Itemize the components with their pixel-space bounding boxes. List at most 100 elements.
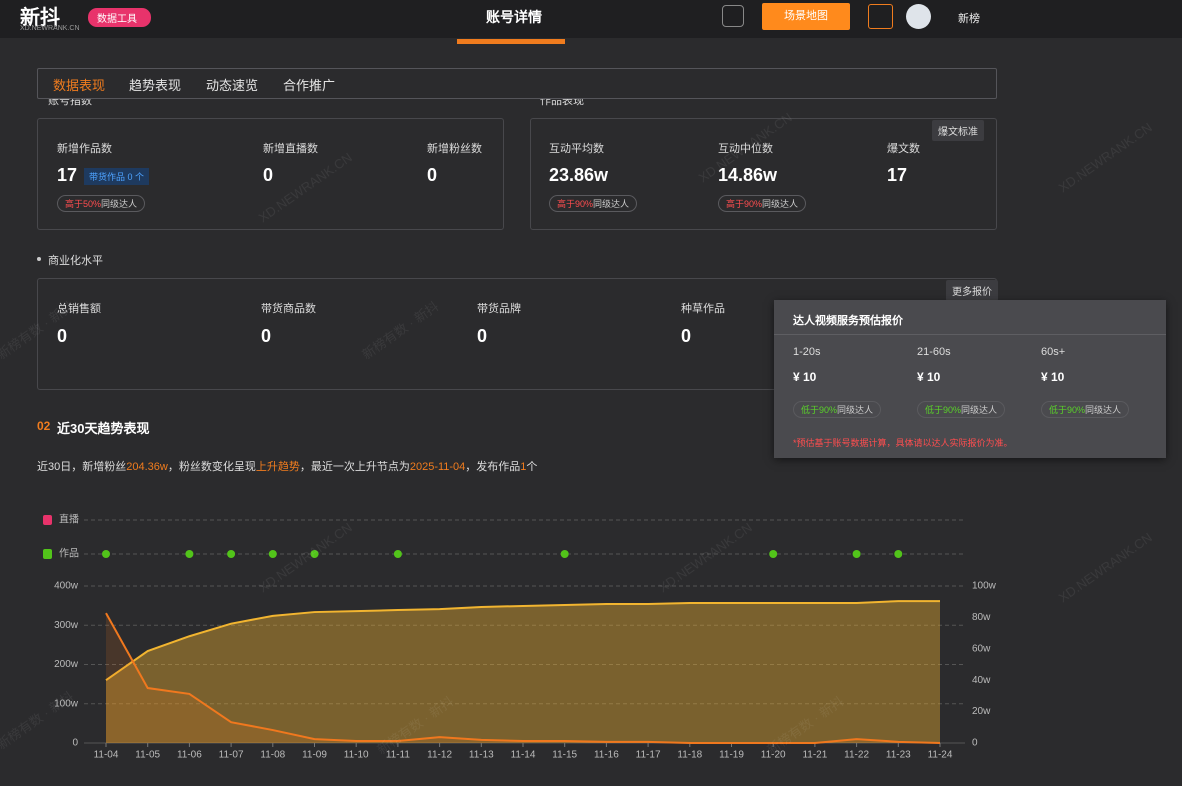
compare-pill: 高于50%同级达人 (57, 195, 145, 212)
tab[interactable]: 数据表现 (53, 75, 105, 94)
x-tick-label: 11-23 (886, 750, 911, 761)
tab[interactable]: 动态速览 (206, 75, 258, 94)
popup-title: 达人视频服务预估报价 (793, 312, 903, 328)
tool-badge[interactable]: 数据工具 (88, 8, 151, 27)
x-tick-label: 11-13 (469, 750, 494, 761)
compare-text: 同级达人 (837, 405, 873, 415)
y-tick-label: 0 (72, 738, 78, 749)
compare-text: 同级达人 (593, 199, 629, 209)
price-value: ¥ 10 (1041, 370, 1064, 384)
title-underline (457, 39, 565, 44)
event-dot (102, 550, 110, 558)
summary-text: 个 (526, 461, 537, 473)
x-tick-label: 11-06 (177, 750, 202, 761)
y2-tick-label: 100w (972, 581, 997, 592)
compare-highlight: 低于90% (1049, 405, 1085, 415)
stat-label: 带货品牌 (477, 300, 521, 316)
price-label: 60s+ (1041, 346, 1065, 358)
compare-text: 同级达人 (101, 199, 137, 209)
tab[interactable]: 合作推广 (283, 75, 335, 94)
card-tag[interactable]: 爆文标准 (932, 120, 984, 141)
x-tick-label: 11-08 (260, 750, 285, 761)
stat-label: 新增直播数 (263, 140, 318, 156)
trend-chart: 0100w200w300w400w020w40w60w80w100w11-041… (0, 500, 1182, 786)
summary-highlight: 204.36w (126, 461, 168, 473)
stat-label: 带货商品数 (261, 300, 316, 316)
compare-highlight: 低于90% (925, 405, 961, 415)
x-tick-label: 11-17 (636, 750, 661, 761)
x-tick-label: 11-04 (94, 750, 119, 761)
bullet (37, 257, 41, 261)
event-dot (769, 550, 777, 558)
x-tick-label: 11-10 (344, 750, 369, 761)
y-tick-label: 400w (54, 581, 79, 592)
price-label: 21-60s (917, 346, 951, 358)
compare-text: 同级达人 (762, 199, 798, 209)
watermark: XD.NEWRANK.CN (1056, 120, 1155, 196)
popup-divider (774, 334, 1166, 335)
stat-value: 23.86w (549, 165, 608, 186)
event-dot (185, 550, 193, 558)
price-value: ¥ 10 (793, 370, 816, 384)
y2-tick-label: 40w (972, 675, 991, 686)
compare-highlight: 高于90% (557, 199, 593, 209)
stat-label: 爆文数 (887, 140, 920, 156)
price-label: 1-20s (793, 346, 821, 358)
summary-text: 近30日，新增粉丝 (37, 461, 126, 473)
search-button[interactable] (722, 5, 744, 27)
scene-button[interactable]: 场景地图 (762, 3, 850, 30)
x-tick-label: 11-14 (511, 750, 536, 761)
x-tick-label: 11-16 (594, 750, 619, 761)
x-tick-label: 11-15 (552, 750, 577, 761)
section-number: 02 (37, 419, 50, 433)
compare-pill: 低于90%同级达人 (793, 401, 881, 418)
compare-text: 同级达人 (961, 405, 997, 415)
header-bar (0, 0, 1182, 38)
stat-label: 互动平均数 (549, 140, 604, 156)
y2-tick-label: 0 (972, 738, 978, 749)
x-tick-label: 11-24 (928, 750, 953, 761)
event-dot (394, 550, 402, 558)
y2-tick-label: 80w (972, 612, 991, 623)
x-tick-label: 11-18 (677, 750, 702, 761)
compare-highlight: 高于90% (726, 199, 762, 209)
x-tick-label: 11-05 (135, 750, 160, 761)
trend-summary: 近30日，新增粉丝204.36w，粉丝数变化呈现上升趋势，最近一次上升节点为20… (37, 458, 537, 474)
y-tick-label: 200w (54, 659, 79, 670)
stat-value: 0 (57, 326, 67, 347)
event-dot (853, 550, 861, 558)
logo-sub: XD.NEWRANK.CN (20, 25, 80, 32)
summary-text: ，发布作品 (465, 461, 520, 473)
event-dot (894, 550, 902, 558)
tab[interactable]: 趋势表现 (129, 75, 181, 94)
x-tick-label: 11-07 (219, 750, 244, 761)
section-title: 商业化水平 (48, 252, 103, 268)
stat-value: 0 (681, 326, 691, 347)
y-tick-label: 300w (54, 620, 79, 631)
event-icon (43, 549, 52, 559)
stat-value: 0 (477, 326, 487, 347)
popup-note: *预估基于账号数据计算，具体请以达人实际报价为准。 (793, 436, 1013, 449)
stat-value: 17 (57, 165, 77, 186)
price-value: ¥ 10 (917, 370, 940, 384)
user-name[interactable]: 新榜 (958, 10, 980, 26)
event-label: 直播 (59, 513, 79, 526)
summary-text: ，最近一次上升节点为 (300, 461, 410, 473)
card-tag[interactable]: 更多报价 (946, 280, 998, 301)
x-tick-label: 11-22 (844, 750, 869, 761)
stat-value: 0 (263, 165, 273, 186)
support-button[interactable] (868, 4, 893, 29)
y2-tick-label: 60w (972, 643, 991, 654)
avatar[interactable] (906, 4, 931, 29)
summary-highlight: 上升趋势 (256, 461, 300, 473)
stat-label: 新增作品数 (57, 140, 112, 156)
event-dot (269, 550, 277, 558)
y2-tick-label: 20w (972, 706, 991, 717)
x-tick-label: 11-12 (427, 750, 452, 761)
summary-highlight: 2025-11-04 (410, 461, 465, 473)
page-title: 账号详情 (486, 7, 542, 27)
summary-text: ，粉丝数变化呈现 (168, 461, 256, 473)
compare-pill: 高于90%同级达人 (718, 195, 806, 212)
stat-value: 0 (261, 326, 271, 347)
section-title: 近30天趋势表现 (57, 418, 149, 437)
